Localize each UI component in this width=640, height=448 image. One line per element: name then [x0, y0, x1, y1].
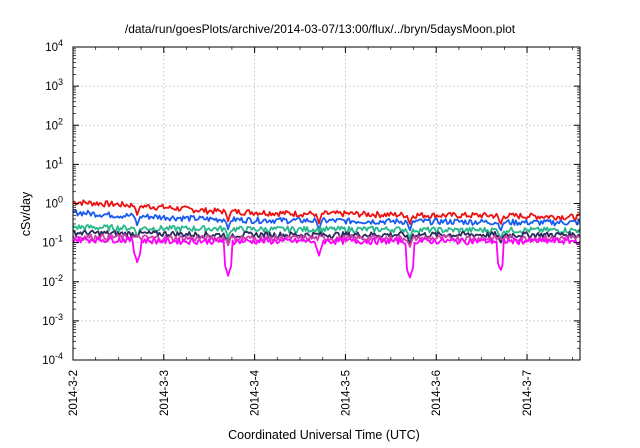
grid	[73, 47, 580, 360]
series-layer	[72, 199, 581, 279]
axis-ticks: 10-4 10-3 10-2 10-1 100 101 102 103 104 2014-3-2 2…	[42, 38, 580, 416]
series-line-2	[72, 209, 581, 232]
y-tick-label: 102	[45, 116, 63, 132]
x-tick-label: 2014-3-7	[522, 370, 534, 416]
x-tick-label: 2014-3-3	[159, 370, 171, 416]
y-tick-label: 100	[45, 195, 63, 211]
y-tick-label: 10-2	[42, 273, 63, 289]
x-tick-label: 2014-3-4	[250, 369, 262, 416]
x-tick-label: 2014-3-2	[68, 370, 80, 416]
y-axis-label: cSv/day	[19, 191, 33, 237]
x-tick-label: 2014-3-6	[431, 370, 443, 416]
y-tick-label: 103	[45, 77, 63, 93]
chart-title: /data/run/goesPlots/archive/2014-03-07/1…	[124, 22, 516, 36]
series-line-4	[72, 229, 581, 246]
x-tick-label: 2014-3-5	[340, 370, 352, 416]
x-axis-label: Coordinated Universal Time (UTC)	[228, 428, 420, 442]
y-tick-label: 10-4	[42, 351, 63, 367]
series-line-3	[72, 223, 581, 240]
y-tick-label: 101	[45, 155, 63, 171]
y-tick-label: 10-3	[42, 312, 63, 328]
series-line-1	[72, 199, 581, 225]
y-tick-label: 10-1	[42, 234, 63, 250]
y-tick-label: 104	[45, 38, 63, 54]
series-line-6	[72, 236, 581, 279]
